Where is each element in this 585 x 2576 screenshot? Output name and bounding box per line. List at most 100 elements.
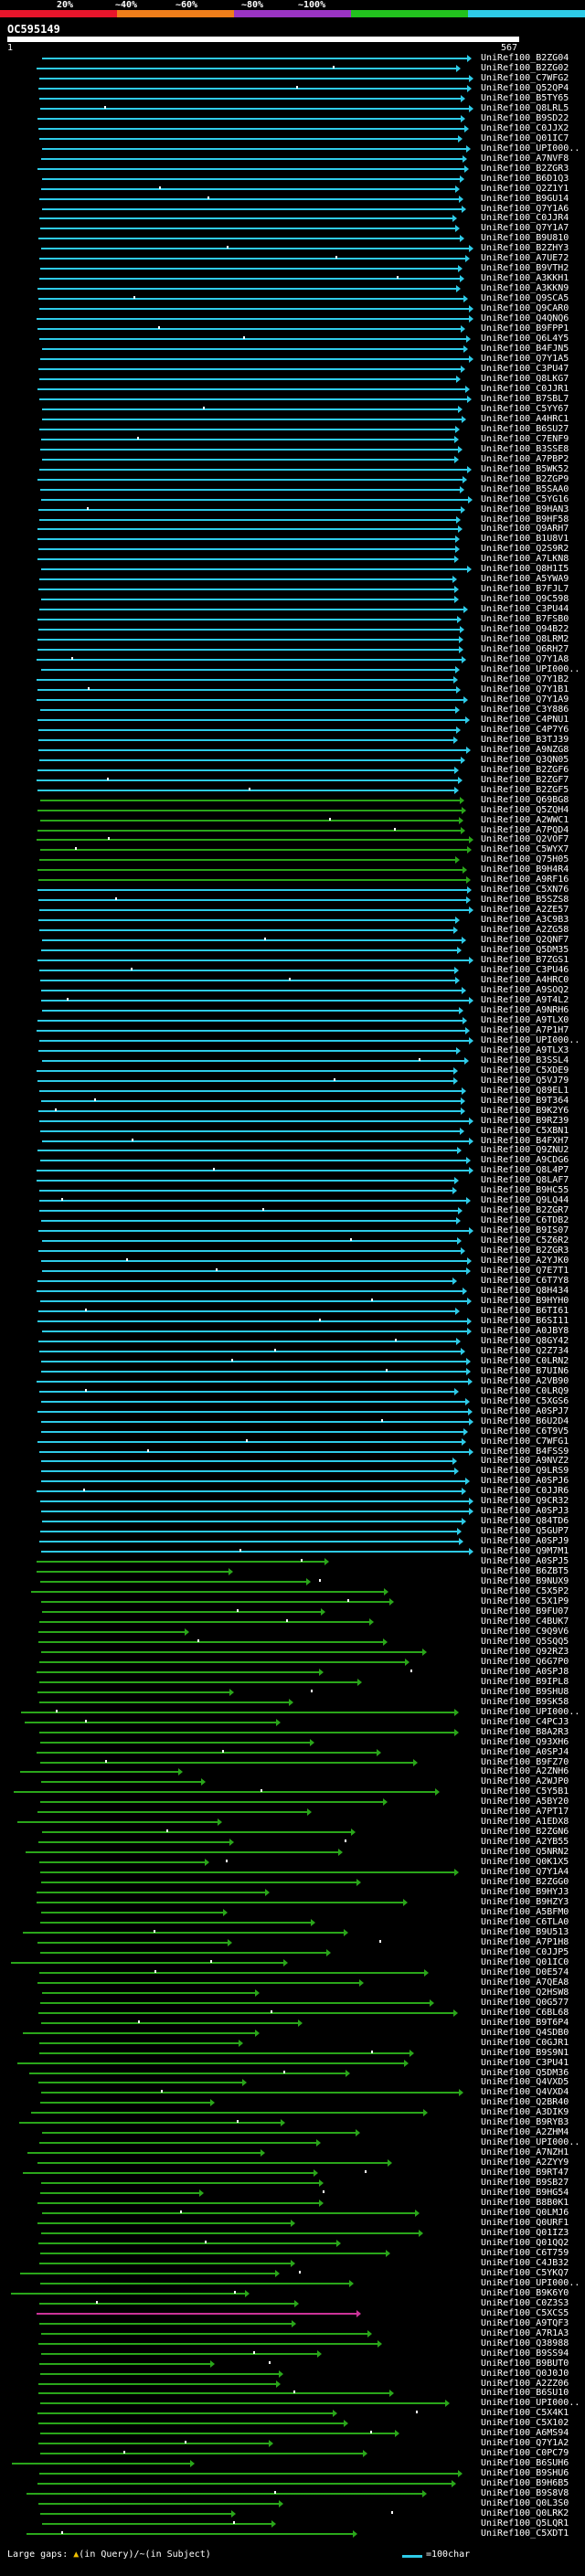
hit-id-link[interactable]: UniRef100_B9IPL8 <box>481 1676 569 1687</box>
hit-id-link[interactable]: UniRef100_Q2HSW8 <box>481 1987 569 1998</box>
hit-id-link[interactable]: UniRef100_B6SUH6 <box>481 2458 569 2469</box>
hit-id-link[interactable]: UniRef100_A5BFM0 <box>481 1907 569 1918</box>
hit-id-link[interactable]: UniRef100_Q7Y1A2 <box>481 2438 569 2449</box>
hit-id-link[interactable]: UniRef100_Q7Y1A9 <box>481 694 569 705</box>
hit-id-link[interactable]: UniRef100_Q94B22 <box>481 624 569 635</box>
hit-id-link[interactable]: UniRef100_Q2S9R2 <box>481 544 569 555</box>
hit-id-link[interactable]: UniRef100_B2ZGF5 <box>481 784 569 795</box>
hit-id-link[interactable]: UniRef100_C5XDE9 <box>481 1065 569 1076</box>
hit-id-link[interactable]: UniRef100_B2ZHY3 <box>481 243 569 254</box>
hit-id-link[interactable]: UniRef100_Q2BR40 <box>481 2097 569 2108</box>
hit-id-link[interactable]: UniRef100_A0JBY8 <box>481 1325 569 1336</box>
hit-id-link[interactable]: UniRef100_A6MS94 <box>481 2428 569 2439</box>
hit-id-link[interactable]: UniRef100_C4PNU1 <box>481 714 569 725</box>
hit-id-link[interactable]: UniRef100_A0SPJ6 <box>481 1476 569 1487</box>
hit-id-link[interactable]: UniRef100_A3KKN9 <box>481 283 569 294</box>
hit-id-link[interactable]: UniRef100_B9HYH0 <box>481 1296 569 1306</box>
hit-id-link[interactable]: UniRef100_Q0LMJ6 <box>481 2208 569 2219</box>
hit-id-link[interactable]: UniRef100_A2WWC1 <box>481 814 569 825</box>
hit-id-link[interactable]: UniRef100_A2YJK0 <box>481 1256 569 1267</box>
hit-id-link[interactable]: UniRef100_C5WYX7 <box>481 844 569 855</box>
hit-id-link[interactable]: UniRef100_C5YY67 <box>481 403 569 414</box>
hit-id-link[interactable]: UniRef100_Q0LRK2 <box>481 2508 569 2519</box>
hit-id-link[interactable]: UniRef100_B1U8V1 <box>481 534 569 545</box>
hit-id-link[interactable]: UniRef100_C5Y5B1 <box>481 1786 569 1797</box>
hit-id-link[interactable]: UniRef100_Q9CAR0 <box>481 303 569 314</box>
hit-id-link[interactable]: UniRef100_B9SD22 <box>481 112 569 123</box>
hit-id-link[interactable]: UniRef100_C7ENF9 <box>481 433 569 444</box>
hit-id-link[interactable]: UniRef100_C0GJR1 <box>481 2037 569 2048</box>
hit-id-link[interactable]: UniRef100_Q9CR32 <box>481 1496 569 1507</box>
hit-id-link[interactable]: UniRef100_B2ZG02 <box>481 62 569 73</box>
hit-id-link[interactable]: UniRef100_B9FZ70 <box>481 1756 569 1767</box>
hit-id-link[interactable]: UniRef100_A5BY20 <box>481 1797 569 1807</box>
hit-id-link[interactable]: UniRef100_A2ZZ06 <box>481 2378 569 2389</box>
hit-id-link[interactable]: UniRef100_Q7Y1A5 <box>481 354 569 365</box>
hit-id-link[interactable]: UniRef100_C0JJP5 <box>481 1946 569 1957</box>
hit-id-link[interactable]: UniRef100_B7FJL7 <box>481 584 569 595</box>
hit-id-link[interactable]: UniRef100_Q6RH27 <box>481 644 569 655</box>
hit-id-link[interactable]: UniRef100_A7P1H8 <box>481 1936 569 1947</box>
hit-id-link[interactable]: UniRef100_Q7Y1A6 <box>481 203 569 214</box>
hit-id-link[interactable]: UniRef100_A9NRH6 <box>481 1004 569 1015</box>
hit-id-link[interactable]: UniRef100_C0JJR4 <box>481 213 569 224</box>
hit-id-link[interactable]: UniRef100_B2ZGR7 <box>481 1205 569 1216</box>
hit-id-link[interactable]: UniRef100_A2WJP0 <box>481 1776 569 1787</box>
hit-id-link[interactable]: UniRef100_Q5DM36 <box>481 2067 569 2078</box>
hit-id-link[interactable]: UniRef100_Q4VXD5 <box>481 2077 569 2088</box>
hit-id-link[interactable]: UniRef100_B4FSS9 <box>481 1446 569 1457</box>
hit-id-link[interactable]: UniRef100_C5XGS6 <box>481 1395 569 1406</box>
hit-id-link[interactable]: UniRef100_C6TLA0 <box>481 1917 569 1927</box>
hit-id-link[interactable]: UniRef100_A4HRC0 <box>481 975 569 986</box>
hit-id-link[interactable]: UniRef100_C0JJR6 <box>481 1486 569 1497</box>
hit-id-link[interactable]: UniRef100_B9NUX9 <box>481 1576 569 1587</box>
hit-id-link[interactable]: UniRef100_A7P1H7 <box>481 1024 569 1035</box>
hit-id-link[interactable]: UniRef100_B9K2Y6 <box>481 1105 569 1116</box>
hit-id-link[interactable]: UniRef100_B9S8V8 <box>481 2488 569 2499</box>
hit-id-link[interactable]: UniRef100_B2ZGF6 <box>481 764 569 775</box>
hit-id-link[interactable]: UniRef100_A7PT17 <box>481 1807 569 1818</box>
hit-id-link[interactable]: UniRef100_A2VB90 <box>481 1375 569 1386</box>
hit-id-link[interactable]: UniRef100_B7FSB0 <box>481 614 569 625</box>
hit-id-link[interactable]: UniRef100_Q01IC7 <box>481 133 569 143</box>
hit-id-link[interactable]: UniRef100_Q6G7P0 <box>481 1656 569 1667</box>
hit-id-link[interactable]: UniRef100_B2ZGF7 <box>481 774 569 785</box>
hit-id-link[interactable]: UniRef100_B5SZS8 <box>481 895 569 906</box>
hit-id-link[interactable]: UniRef100_A2YB55 <box>481 1837 569 1848</box>
hit-id-link[interactable]: UniRef100_A9CDG6 <box>481 1155 569 1166</box>
hit-id-link[interactable]: UniRef100_C3PU41 <box>481 2057 569 2068</box>
hit-id-link[interactable]: UniRef100_Q5ZQH4 <box>481 804 569 815</box>
hit-id-link[interactable]: UniRef100_B9SHU6 <box>481 2468 569 2479</box>
hit-id-link[interactable]: UniRef100_A9T4L2 <box>481 994 569 1005</box>
hit-id-link[interactable]: UniRef100_C6T759 <box>481 2247 569 2258</box>
hit-id-link[interactable]: UniRef100_A0SPJ4 <box>481 1746 569 1757</box>
hit-id-link[interactable]: UniRef100_UPI000.. <box>481 1034 580 1045</box>
hit-id-link[interactable]: UniRef100_A0SPJ5 <box>481 1556 569 1567</box>
hit-id-link[interactable]: UniRef100_C4PCJ3 <box>481 1716 569 1727</box>
hit-id-link[interactable]: UniRef100_B9RYB3 <box>481 2117 569 2128</box>
hit-id-link[interactable]: UniRef100_A4HRC1 <box>481 413 569 424</box>
hit-id-link[interactable]: UniRef100_B7UIN6 <box>481 1365 569 1376</box>
hit-id-link[interactable]: UniRef100_A9TLX0 <box>481 1014 569 1025</box>
hit-id-link[interactable]: UniRef100_B9HG54 <box>481 2188 569 2199</box>
hit-id-link[interactable]: UniRef100_C7WFG1 <box>481 1436 569 1447</box>
hit-id-link[interactable]: UniRef100_A1EDX8 <box>481 1817 569 1828</box>
hit-id-link[interactable]: UniRef100_C5XCS5 <box>481 2307 569 2318</box>
hit-id-link[interactable]: UniRef100_C5YKQ7 <box>481 2267 569 2278</box>
hit-id-link[interactable]: UniRef100_Q6L4Y5 <box>481 334 569 345</box>
hit-id-link[interactable]: UniRef100_B2ZG04 <box>481 53 569 63</box>
hit-id-link[interactable]: UniRef100_C0JJX2 <box>481 122 569 133</box>
hit-id-link[interactable]: UniRef100_B9HF58 <box>481 514 569 525</box>
hit-id-link[interactable]: UniRef100_UPI000.. <box>481 1706 580 1717</box>
hit-id-link[interactable]: UniRef100_B9T364 <box>481 1095 569 1106</box>
hit-id-link[interactable]: UniRef100_C3PU46 <box>481 965 569 976</box>
hit-id-link[interactable]: UniRef100_Q89EL1 <box>481 1085 569 1096</box>
hit-id-link[interactable]: UniRef100_Q9C598 <box>481 594 569 605</box>
hit-id-link[interactable]: UniRef100_Q7E7T1 <box>481 1266 569 1277</box>
hit-id-link[interactable]: UniRef100_UPI000.. <box>481 2137 580 2148</box>
hit-id-link[interactable]: UniRef100_Q5NRN2 <box>481 1847 569 1858</box>
hit-id-link[interactable]: UniRef100_Q5SQQ5 <box>481 1636 569 1647</box>
hit-id-link[interactable]: UniRef100_Q5GUP7 <box>481 1526 569 1537</box>
hit-id-link[interactable]: UniRef100_Q01QQ2 <box>481 2237 569 2248</box>
hit-id-link[interactable]: UniRef100_C3Y886 <box>481 704 569 715</box>
